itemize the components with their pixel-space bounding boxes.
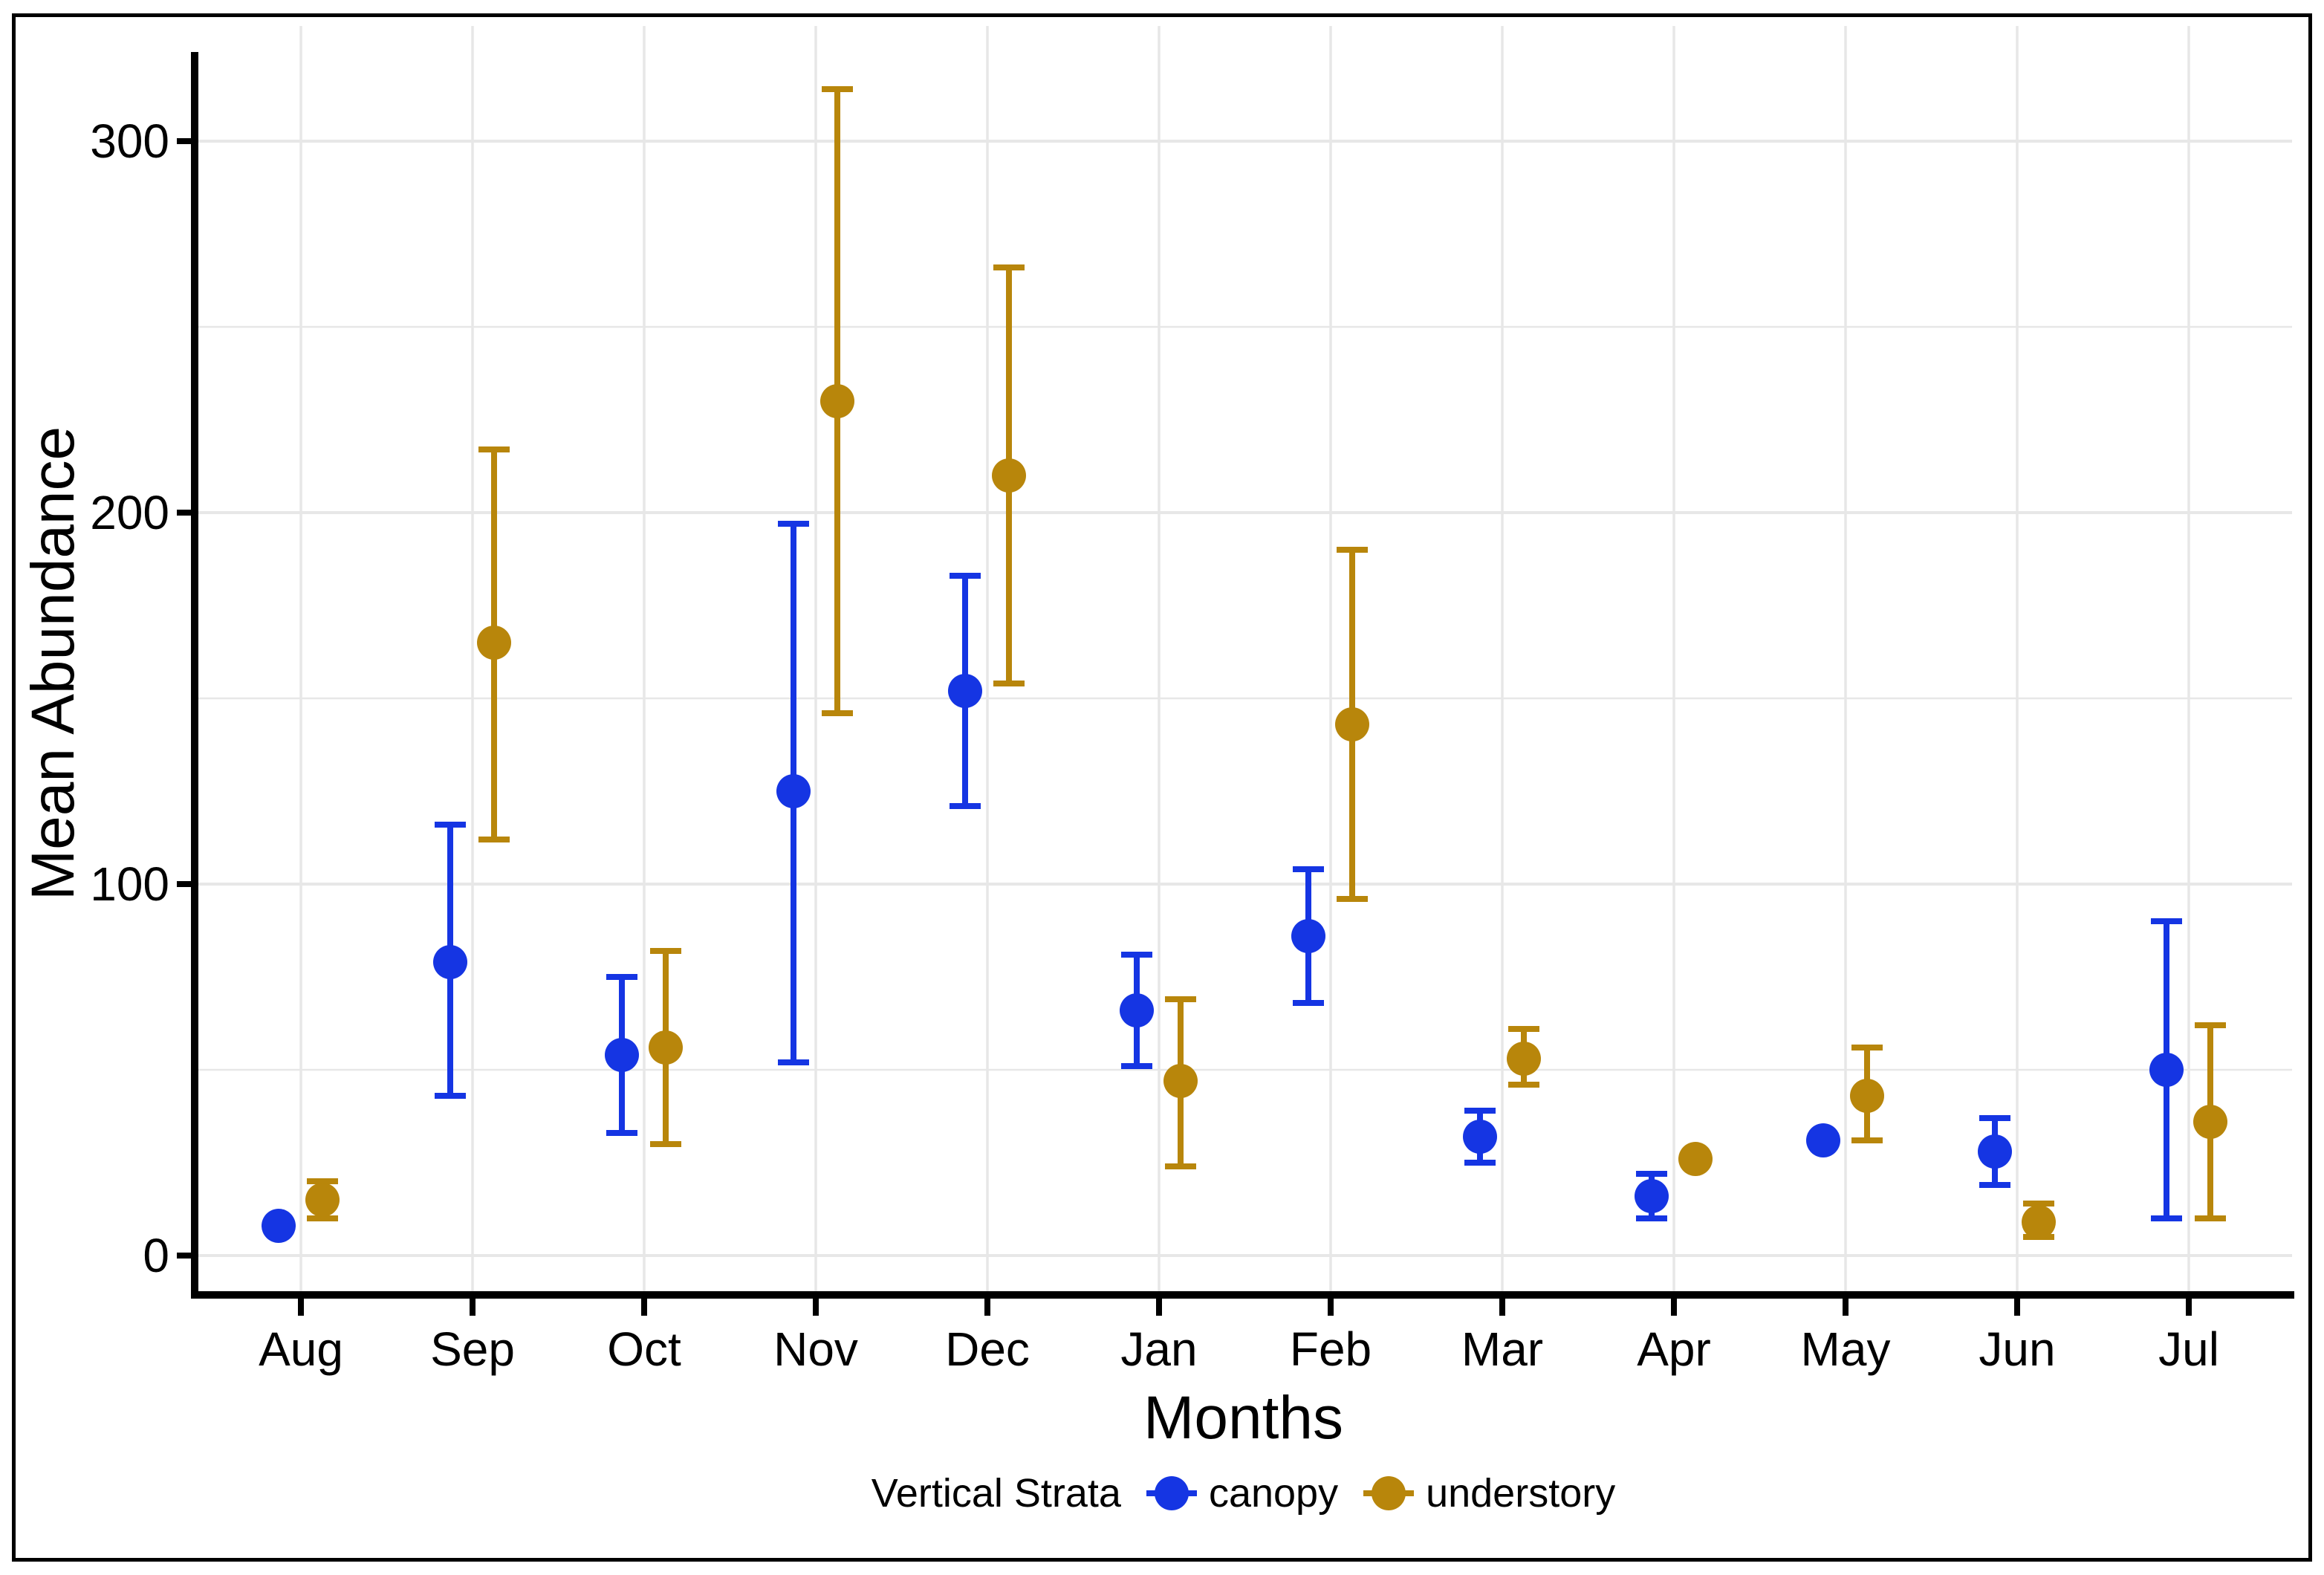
point-canopy-Oct bbox=[605, 1038, 639, 1072]
x-tick-label-Jul: Jul bbox=[2158, 1322, 2219, 1376]
y-tick-label-100: 100 bbox=[90, 857, 169, 911]
x-tick-label-Feb: Feb bbox=[1289, 1322, 1372, 1376]
legend-key-dot bbox=[1372, 1476, 1406, 1510]
understory-pointrange-icon bbox=[1363, 1471, 1415, 1516]
figure-border bbox=[12, 13, 2312, 1562]
point-canopy-Aug bbox=[262, 1209, 296, 1243]
legend-item-canopy: canopy bbox=[1146, 1470, 1338, 1516]
point-canopy-Sep bbox=[433, 945, 467, 979]
y-tick-label-200: 200 bbox=[90, 486, 169, 539]
legend-key-dot bbox=[1154, 1476, 1189, 1510]
x-tick-label-Jun: Jun bbox=[1979, 1322, 2056, 1376]
x-tick-label-Jan: Jan bbox=[1120, 1322, 1198, 1376]
x-tick-label-Aug: Aug bbox=[259, 1322, 343, 1376]
x-tick-label-Nov: Nov bbox=[773, 1322, 858, 1376]
legend-label-canopy: canopy bbox=[1208, 1471, 1339, 1516]
legend-title: Vertical Strata bbox=[871, 1471, 1121, 1516]
point-canopy-Jun bbox=[1978, 1134, 2012, 1169]
y-tick-label-0: 0 bbox=[143, 1229, 169, 1282]
point-understory-Mar bbox=[1507, 1042, 1541, 1076]
point-canopy-Apr bbox=[1635, 1179, 1669, 1213]
point-understory-Sep bbox=[477, 626, 511, 660]
point-understory-May bbox=[1850, 1079, 1884, 1113]
legend: Vertical Strata canopy understory bbox=[195, 1458, 2292, 1529]
point-understory-Dec bbox=[992, 458, 1026, 493]
point-canopy-Dec bbox=[948, 674, 982, 708]
x-tick-label-Apr: Apr bbox=[1637, 1322, 1711, 1376]
point-understory-Nov bbox=[820, 384, 854, 418]
point-understory-Jul bbox=[2193, 1105, 2227, 1139]
y-tick-label-300: 300 bbox=[90, 114, 169, 168]
x-tick-label-Dec: Dec bbox=[945, 1322, 1030, 1376]
x-tick-label-Oct: Oct bbox=[607, 1322, 681, 1376]
point-understory-Oct bbox=[649, 1030, 683, 1065]
point-canopy-Jan bbox=[1120, 993, 1154, 1027]
legend-item-understory: understory bbox=[1363, 1470, 1615, 1516]
point-canopy-Nov bbox=[776, 774, 811, 808]
canopy-pointrange-icon bbox=[1146, 1471, 1197, 1516]
point-understory-Jan bbox=[1163, 1064, 1198, 1098]
point-canopy-Mar bbox=[1463, 1120, 1497, 1154]
point-canopy-Feb bbox=[1291, 919, 1325, 953]
point-canopy-May bbox=[1806, 1123, 1840, 1157]
point-canopy-Jul bbox=[2149, 1053, 2184, 1087]
x-tick-label-Mar: Mar bbox=[1461, 1322, 1544, 1376]
legend-label-understory: understory bbox=[1426, 1471, 1616, 1516]
x-tick-label-May: May bbox=[1800, 1322, 1891, 1376]
point-understory-Feb bbox=[1335, 707, 1369, 741]
point-understory-Jun bbox=[2022, 1205, 2056, 1239]
point-understory-Aug bbox=[305, 1183, 340, 1217]
x-tick-label-Sep: Sep bbox=[430, 1322, 515, 1376]
y-axis-title: Mean Abundance bbox=[19, 426, 87, 901]
point-understory-Apr bbox=[1678, 1142, 1713, 1176]
x-axis-title: Months bbox=[1143, 1384, 1343, 1452]
